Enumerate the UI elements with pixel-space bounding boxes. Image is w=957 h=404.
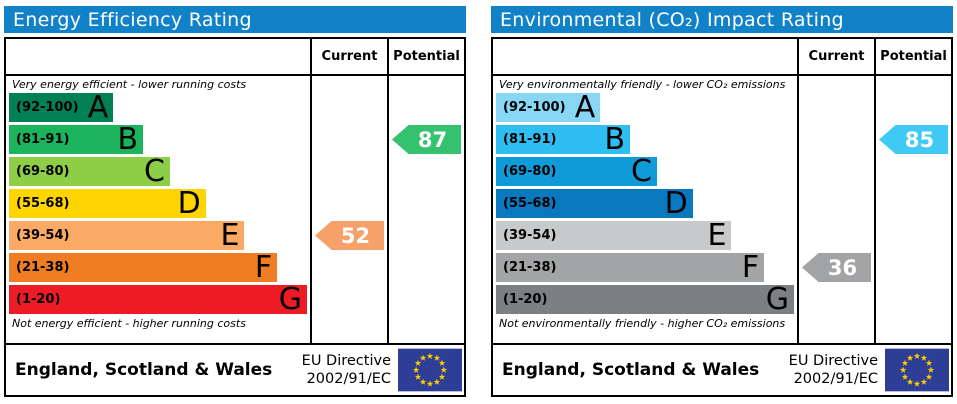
band-range: (39-54) — [503, 228, 557, 243]
energy-efficiency-panel: Energy Efficiency Rating Current Potenti… — [4, 6, 466, 397]
band-letter: E — [220, 217, 240, 253]
energy-table-header: Current Potential — [6, 39, 464, 76]
energy-potential-value: 87 — [417, 127, 448, 152]
energy-band-d: (55-68) D — [9, 185, 206, 221]
co2-potential-column-header: Potential — [874, 39, 951, 74]
band-range: (55-68) — [16, 196, 70, 211]
co2-region-label: England, Scotland & Wales — [502, 360, 760, 380]
co2-potential-rating-arrow: 85 — [879, 125, 948, 154]
band-range: (39-54) — [16, 228, 70, 243]
energy-title-bar: Energy Efficiency Rating — [4, 6, 466, 33]
co2-band-d: (55-68) D — [496, 185, 693, 221]
co2-band-c: (69-80) C — [496, 153, 657, 189]
co2-band-g: (1-20) G — [496, 281, 794, 317]
band-range: (81-91) — [503, 132, 557, 147]
co2-eu-directive-label: EU Directive 2002/91/EC — [788, 352, 878, 387]
band-range: (21-38) — [16, 260, 70, 275]
co2-current-rating-arrow: 36 — [802, 253, 871, 282]
co2-band-f: (21-38) F — [496, 249, 765, 285]
band-range: (21-38) — [503, 260, 557, 275]
eu-flag-icon — [398, 348, 462, 392]
co2-bottom-note: Not environmentally friendly - higher CO… — [499, 317, 786, 330]
band-letter: B — [117, 121, 139, 157]
energy-rating-table: Current Potential Very energy efficient … — [4, 37, 466, 397]
energy-potential-column-header: Potential — [387, 39, 464, 74]
co2-rating-table: Current Potential Very environmentally f… — [491, 37, 953, 397]
band-range: (69-80) — [503, 164, 557, 179]
band-letter: A — [574, 89, 596, 125]
co2-potential-value: 85 — [904, 127, 935, 152]
co2-potential-column: 85 — [874, 76, 951, 343]
band-letter: F — [254, 249, 273, 285]
band-range: (55-68) — [503, 196, 557, 211]
co2-impact-panel: Environmental (CO₂) Impact Rating Curren… — [491, 6, 953, 397]
energy-current-value: 52 — [340, 223, 371, 248]
energy-header-spacer — [6, 39, 310, 74]
co2-table-body: Very environmentally friendly - lower CO… — [493, 76, 951, 343]
band-range: (69-80) — [16, 164, 70, 179]
co2-current-value: 36 — [827, 255, 858, 280]
co2-panel-title: Environmental (CO₂) Impact Rating — [500, 8, 844, 31]
band-letter: E — [707, 217, 727, 253]
co2-current-column: 36 — [797, 76, 874, 343]
co2-title-bar: Environmental (CO₂) Impact Rating — [491, 6, 953, 33]
band-letter: G — [278, 281, 302, 317]
energy-band-a: (92-100) A — [9, 89, 114, 125]
eu-flag-icon — [885, 348, 949, 392]
energy-current-column: 52 — [310, 76, 387, 343]
band-letter: B — [604, 121, 626, 157]
energy-table-body: Very energy efficient - lower running co… — [6, 76, 464, 343]
co2-table-footer: England, Scotland & Wales EU Directive 2… — [493, 343, 951, 395]
band-letter: D — [664, 185, 688, 221]
energy-band-g: (1-20) G — [9, 281, 307, 317]
energy-band-f: (21-38) F — [9, 249, 278, 285]
co2-chart-area: Very environmentally friendly - lower CO… — [493, 76, 797, 343]
band-letter: D — [177, 185, 201, 221]
energy-chart-area: Very energy efficient - lower running co… — [6, 76, 310, 343]
energy-potential-column: 87 — [387, 76, 464, 343]
band-range: (92-100) — [503, 100, 566, 115]
energy-current-column-header: Current — [310, 39, 387, 74]
energy-potential-rating-arrow: 87 — [392, 125, 461, 154]
band-range: (1-20) — [16, 292, 61, 307]
energy-table-footer: England, Scotland & Wales EU Directive 2… — [6, 343, 464, 395]
energy-band-b: (81-91) B — [9, 121, 144, 157]
energy-bottom-note: Not energy efficient - higher running co… — [12, 317, 246, 330]
co2-band-e: (39-54) E — [496, 217, 732, 253]
band-range: (1-20) — [503, 292, 548, 307]
band-range: (81-91) — [16, 132, 70, 147]
energy-region-label: England, Scotland & Wales — [15, 360, 273, 380]
energy-panel-title: Energy Efficiency Rating — [13, 8, 252, 31]
energy-band-e: (39-54) E — [9, 217, 245, 253]
co2-band-a: (92-100) A — [496, 89, 601, 125]
band-letter: G — [765, 281, 789, 317]
energy-band-c: (69-80) C — [9, 153, 170, 189]
co2-table-header: Current Potential — [493, 39, 951, 76]
co2-current-column-header: Current — [797, 39, 874, 74]
co2-header-spacer — [493, 39, 797, 74]
co2-band-b: (81-91) B — [496, 121, 631, 157]
energy-top-note: Very energy efficient - lower running co… — [12, 78, 247, 91]
band-letter: C — [143, 153, 165, 189]
co2-top-note: Very environmentally friendly - lower CO… — [499, 78, 786, 91]
energy-current-rating-arrow: 52 — [315, 221, 384, 250]
energy-eu-directive-label: EU Directive 2002/91/EC — [301, 352, 391, 387]
band-letter: F — [741, 249, 760, 285]
band-letter: A — [87, 89, 109, 125]
band-letter: C — [630, 153, 652, 189]
band-range: (92-100) — [16, 100, 79, 115]
